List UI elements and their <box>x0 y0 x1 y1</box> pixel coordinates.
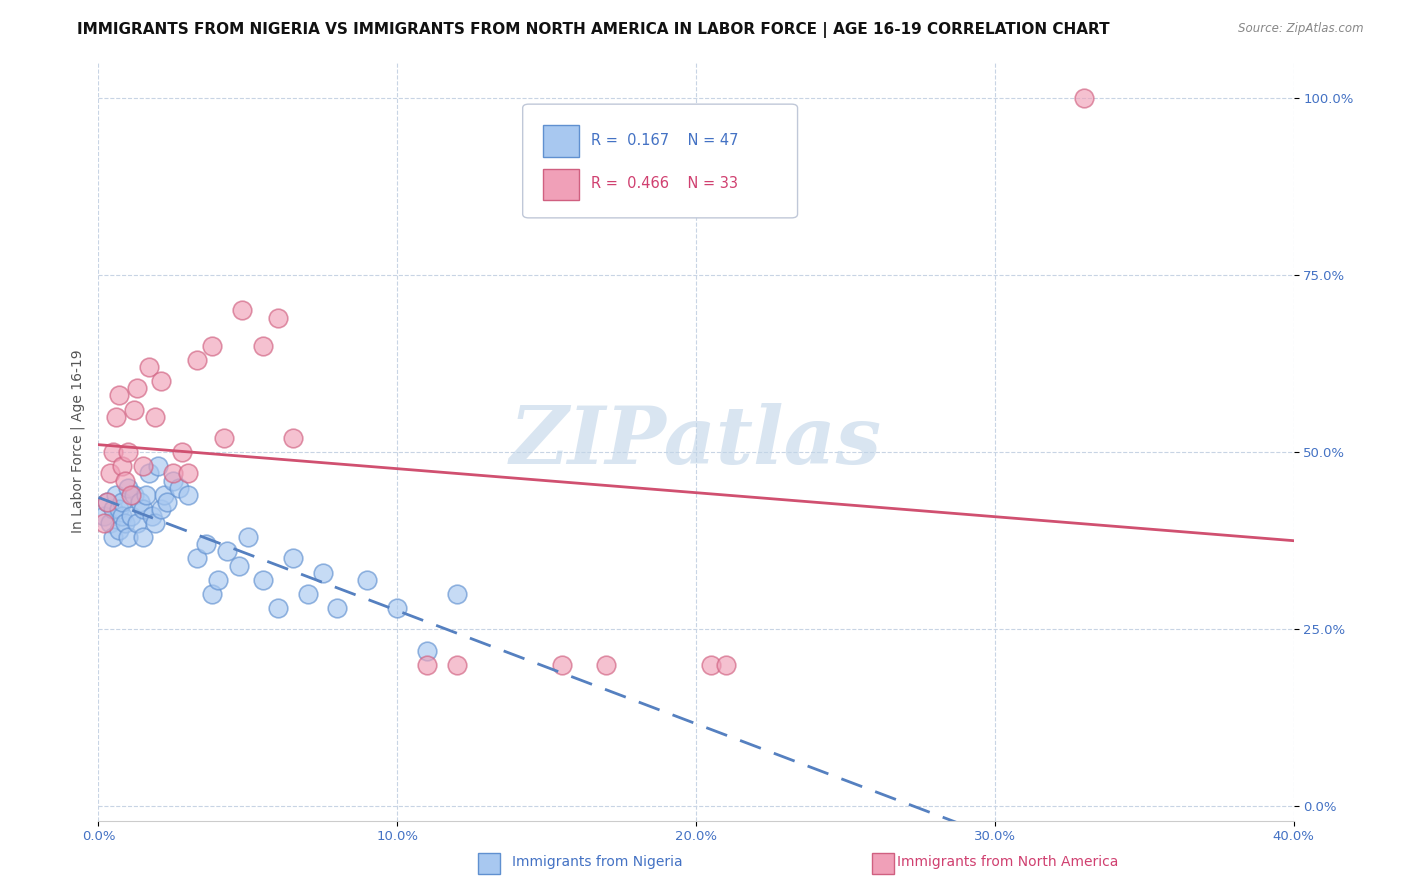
Text: R =  0.466    N = 33: R = 0.466 N = 33 <box>591 177 738 191</box>
Point <box>117 530 139 544</box>
Point <box>117 481 139 495</box>
Point <box>228 558 250 573</box>
Point <box>177 467 200 481</box>
Point <box>143 516 166 530</box>
Text: R =  0.167    N = 47: R = 0.167 N = 47 <box>591 133 738 148</box>
Point <box>124 402 146 417</box>
Point <box>236 530 259 544</box>
Point <box>138 360 160 375</box>
Point <box>416 657 439 672</box>
Point <box>356 573 378 587</box>
Point <box>186 551 208 566</box>
Point <box>150 501 173 516</box>
Point <box>103 501 125 516</box>
Point <box>132 530 155 544</box>
Point <box>201 587 224 601</box>
Point <box>281 431 304 445</box>
Point <box>201 339 224 353</box>
Point <box>148 459 170 474</box>
Point <box>111 459 134 474</box>
Point <box>120 488 142 502</box>
Point <box>156 495 179 509</box>
Text: Source: ZipAtlas.com: Source: ZipAtlas.com <box>1239 22 1364 36</box>
Text: Immigrants from North America: Immigrants from North America <box>897 855 1118 869</box>
Point <box>132 501 155 516</box>
Point <box>215 544 238 558</box>
Point <box>162 467 184 481</box>
Point <box>98 467 122 481</box>
Point <box>127 381 149 395</box>
Point <box>385 601 409 615</box>
Point <box>93 508 115 523</box>
Text: Immigrants from Nigeria: Immigrants from Nigeria <box>512 855 682 869</box>
Point <box>186 353 208 368</box>
Point <box>153 488 176 502</box>
Point <box>267 601 290 615</box>
Point <box>195 537 218 551</box>
Point <box>177 488 200 502</box>
Point <box>124 488 146 502</box>
Point <box>231 303 253 318</box>
Point <box>141 508 163 523</box>
Point <box>150 374 173 388</box>
Point <box>281 551 304 566</box>
Point <box>138 467 160 481</box>
Point <box>129 495 152 509</box>
Point <box>162 474 184 488</box>
Point <box>714 657 737 672</box>
Point <box>550 657 572 672</box>
Point <box>252 573 274 587</box>
Point <box>105 409 128 424</box>
Point <box>111 508 134 523</box>
FancyBboxPatch shape <box>523 104 797 218</box>
Point <box>132 459 155 474</box>
Point <box>114 474 136 488</box>
Point <box>1073 91 1095 105</box>
Point <box>700 657 723 672</box>
Point <box>98 516 122 530</box>
Text: IMMIGRANTS FROM NIGERIA VS IMMIGRANTS FROM NORTH AMERICA IN LABOR FORCE | AGE 16: IMMIGRANTS FROM NIGERIA VS IMMIGRANTS FR… <box>77 22 1109 38</box>
Point <box>416 643 439 657</box>
FancyBboxPatch shape <box>543 169 579 201</box>
Point <box>93 516 115 530</box>
Point <box>108 388 131 402</box>
Point <box>311 566 333 580</box>
Point <box>143 409 166 424</box>
FancyBboxPatch shape <box>543 126 579 157</box>
Point <box>105 488 128 502</box>
Point <box>108 501 131 516</box>
Point <box>252 339 274 353</box>
Point <box>326 601 349 615</box>
Point <box>96 495 118 509</box>
Point <box>96 495 118 509</box>
Point <box>267 310 290 325</box>
Point <box>212 431 235 445</box>
Point <box>446 587 468 601</box>
Y-axis label: In Labor Force | Age 16-19: In Labor Force | Age 16-19 <box>70 350 84 533</box>
Point <box>111 495 134 509</box>
Point <box>114 516 136 530</box>
Point <box>135 488 157 502</box>
Point <box>120 508 142 523</box>
Point <box>207 573 229 587</box>
Point <box>595 657 617 672</box>
Point <box>103 530 125 544</box>
Point <box>297 587 319 601</box>
Point <box>117 445 139 459</box>
Point <box>446 657 468 672</box>
Point <box>127 516 149 530</box>
Point <box>172 445 194 459</box>
Point <box>103 445 125 459</box>
Point <box>167 481 190 495</box>
Point <box>108 523 131 537</box>
Text: ZIPatlas: ZIPatlas <box>510 403 882 480</box>
